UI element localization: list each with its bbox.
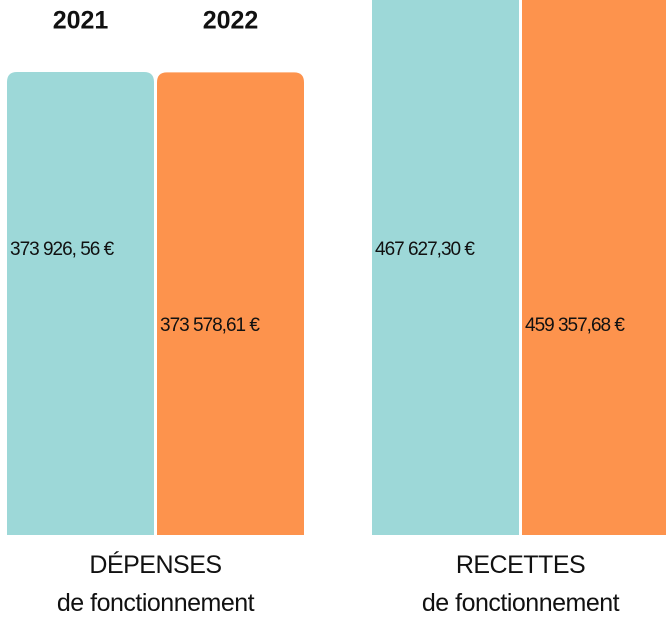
value-label: 373 578,61 € bbox=[160, 315, 260, 336]
value-label: 459 357,68 € bbox=[525, 315, 625, 336]
bar bbox=[7, 72, 154, 535]
legend-label: 2021 bbox=[53, 7, 109, 35]
category-label: DÉPENSES de fonctionnement bbox=[56, 551, 255, 617]
legend-label: 2022 bbox=[203, 7, 259, 35]
value-label: 467 627,30 € bbox=[375, 239, 475, 260]
category-label: RECETTES de fonctionnement bbox=[421, 551, 620, 617]
bar bbox=[157, 72, 304, 535]
value-label: 373 926, 56 € bbox=[10, 239, 115, 260]
bar bbox=[372, 0, 519, 535]
bar bbox=[522, 0, 666, 535]
